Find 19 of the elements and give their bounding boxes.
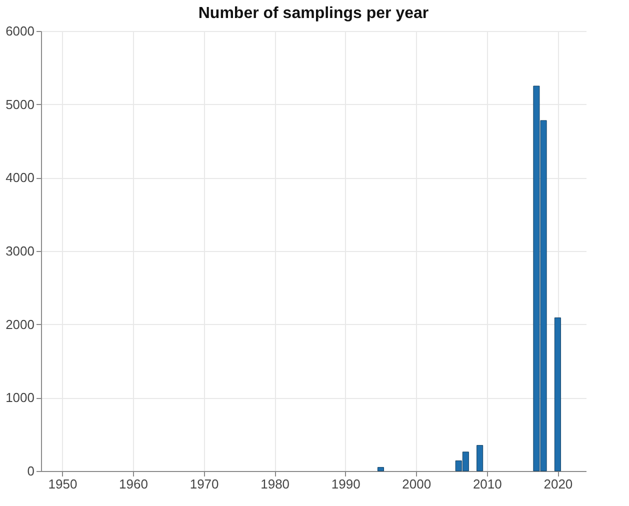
x-tick-label: 2020 <box>544 476 573 492</box>
bar <box>377 467 384 472</box>
bar <box>476 445 484 472</box>
y-tick-label: 3000 <box>6 244 34 258</box>
y-tick-label: 6000 <box>6 24 34 38</box>
chart-title: Number of samplings per year <box>198 5 429 22</box>
y-tick-label: 0 <box>27 464 34 478</box>
x-tick-label: 2000 <box>402 476 432 492</box>
x-tick-label: 1950 <box>48 476 78 492</box>
y-tick-label: 5000 <box>6 96 34 112</box>
bar <box>554 317 561 472</box>
x-tick-label: 1990 <box>331 476 360 492</box>
x-tick-label: 1980 <box>260 476 290 492</box>
y-tick-label: 1000 <box>6 390 34 406</box>
y-tick-label: 2000 <box>6 316 34 332</box>
x-tick-label: 2010 <box>472 476 502 492</box>
y-tick-label: 4000 <box>6 170 34 186</box>
x-tick-label: 1970 <box>190 476 219 492</box>
x-tick-label: 1960 <box>119 476 148 492</box>
